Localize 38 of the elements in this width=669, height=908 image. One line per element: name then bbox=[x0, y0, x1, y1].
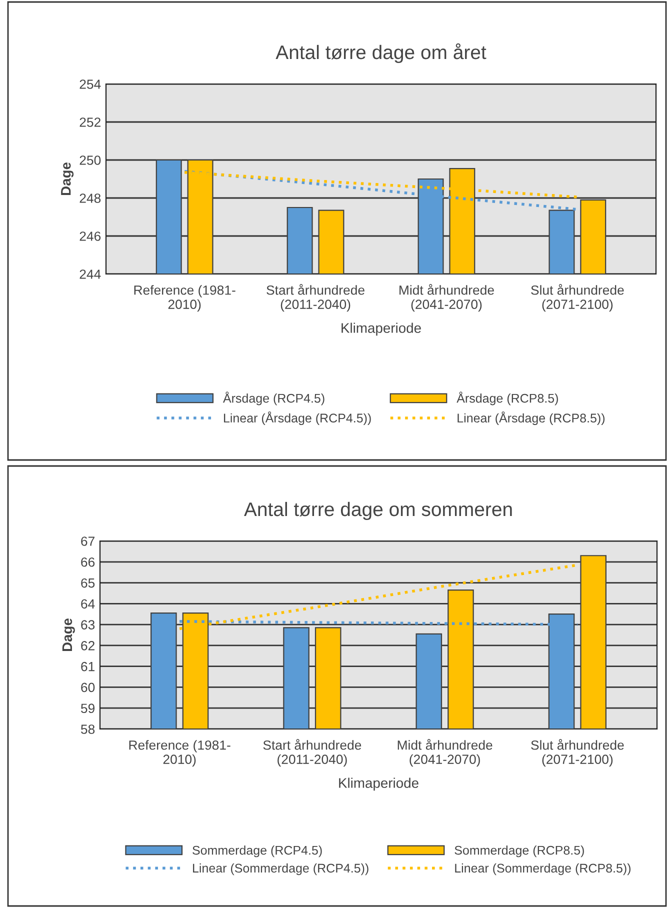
y-tick-label: 64 bbox=[81, 599, 95, 609]
y-tick-label: 58 bbox=[80, 724, 95, 734]
x-tick-label: Start århundrede (2011-2040) bbox=[263, 739, 362, 767]
x-tick-label: Slut århundrede (2071-2100) bbox=[531, 739, 624, 767]
y-tick-label: 63 bbox=[81, 620, 95, 630]
legend-label: Linear (Sommerdage (RCP8.5)) bbox=[455, 863, 630, 876]
legend-label: Sommerdage (RCP8.5) bbox=[454, 846, 584, 858]
x-tick-label: Midt århundrede (2041-2070) bbox=[400, 284, 494, 312]
chart-title: Antal tørre dage om sommeren bbox=[244, 502, 512, 520]
x-axis-title: Klimaperiode bbox=[342, 322, 421, 336]
y-tick-label: 60 bbox=[81, 682, 95, 692]
x-tick-label: Midt århundrede (2041-2070) bbox=[398, 739, 492, 767]
y-tick-label: 67 bbox=[81, 536, 94, 546]
legend-label: Linear (Årsdage (RCP8.5)) bbox=[458, 411, 605, 425]
x-tick-label: Reference (1981- 2010) bbox=[134, 285, 236, 312]
y-tick-label: 244 bbox=[80, 270, 101, 279]
y-tick-label: 250 bbox=[80, 156, 101, 165]
x-tick-label: Reference (1981- 2010) bbox=[129, 740, 230, 767]
x-tick-label: Start århundrede (2011-2040) bbox=[266, 284, 364, 312]
y-tick-label: 246 bbox=[80, 232, 101, 241]
y-tick-label: 248 bbox=[80, 194, 101, 203]
x-tick-label: Slut århundrede (2071-2100) bbox=[531, 284, 624, 312]
chart-title: Antal tørre dage om året bbox=[276, 43, 486, 64]
y-tick-label: 252 bbox=[80, 118, 100, 127]
y-axis-title: Dage bbox=[61, 162, 74, 196]
legend-label: Linear (Sommerdage (RCP4.5)) bbox=[193, 863, 368, 876]
y-tick-label: 66 bbox=[81, 557, 95, 567]
legend-label: Linear (Årsdage (RCP4.5)) bbox=[224, 411, 371, 425]
y-tick-label: 61 bbox=[81, 662, 94, 672]
x-axis-title: Klimaperiode bbox=[339, 778, 418, 791]
y-tick-label: 254 bbox=[80, 80, 101, 89]
legend-label: Årsdage (RCP4.5) bbox=[222, 392, 324, 406]
y-tick-label: 62 bbox=[81, 641, 94, 650]
legend-label: Årsdage (RCP8.5) bbox=[456, 392, 558, 406]
y-tick-label: 59 bbox=[80, 704, 95, 714]
legend-label: Sommerdage (RCP4.5) bbox=[192, 846, 322, 858]
y-tick-label: 65 bbox=[81, 578, 95, 588]
y-axis-title: Dage bbox=[62, 618, 75, 652]
